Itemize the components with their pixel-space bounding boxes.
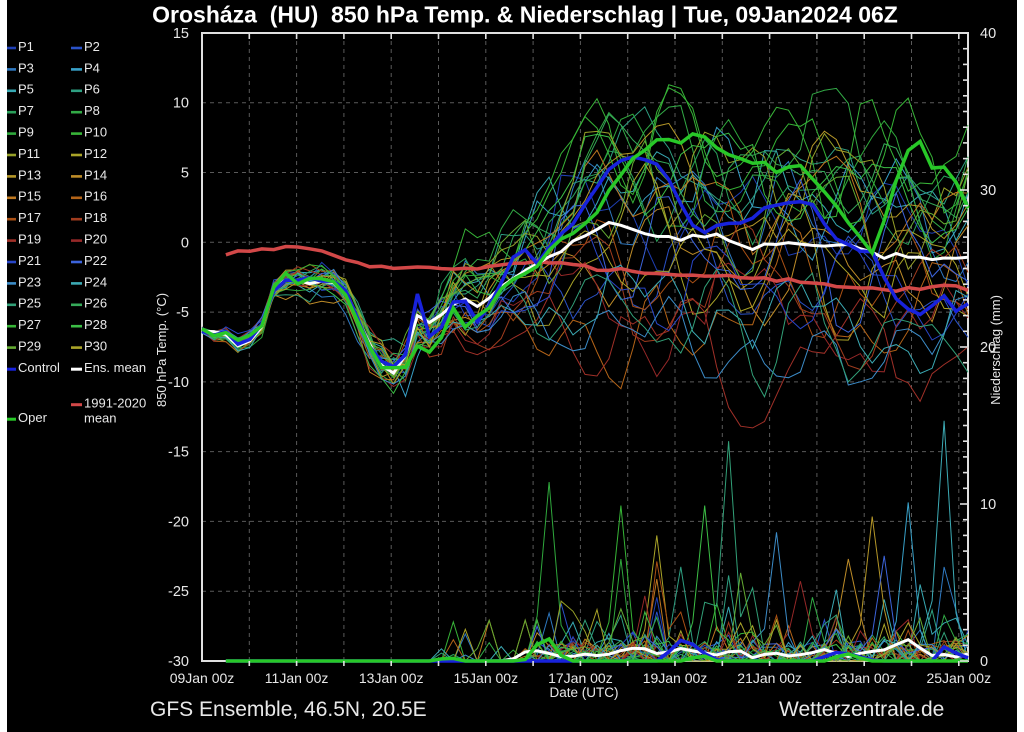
svg-text:23Jan 00z: 23Jan 00z	[832, 670, 897, 686]
svg-text:P6: P6	[84, 82, 100, 97]
svg-text:P18: P18	[84, 210, 107, 225]
svg-text:Wetterzentrale.de: Wetterzentrale.de	[779, 698, 944, 721]
svg-text:P4: P4	[84, 60, 100, 75]
svg-text:P14: P14	[84, 167, 107, 182]
svg-text:19Jan 00z: 19Jan 00z	[643, 670, 708, 686]
svg-text:P3: P3	[18, 60, 34, 75]
svg-text:Date (UTC): Date (UTC)	[549, 685, 618, 700]
svg-text:P15: P15	[18, 189, 41, 204]
svg-text:Ens. mean: Ens. mean	[84, 360, 146, 375]
svg-text:P13: P13	[18, 167, 41, 182]
svg-text:P17: P17	[18, 210, 41, 225]
svg-text:-10: -10	[168, 375, 189, 391]
svg-text:850 hPa Temp. (°C): 850 hPa Temp. (°C)	[154, 293, 169, 407]
svg-text:15Jan 00z: 15Jan 00z	[453, 670, 518, 686]
svg-text:P8: P8	[84, 103, 100, 118]
svg-text:-25: -25	[168, 584, 189, 600]
svg-text:15: 15	[173, 26, 189, 42]
svg-text:17Jan 00z: 17Jan 00z	[548, 670, 613, 686]
svg-text:P26: P26	[84, 296, 107, 311]
svg-text:10: 10	[173, 96, 189, 112]
svg-text:P24: P24	[84, 274, 107, 289]
svg-text:Oper: Oper	[18, 410, 48, 425]
svg-text:Control: Control	[18, 360, 60, 375]
svg-text:21Jan 00z: 21Jan 00z	[737, 670, 802, 686]
svg-text:P9: P9	[18, 125, 34, 140]
svg-text:P5: P5	[18, 82, 34, 97]
svg-text:P28: P28	[84, 317, 107, 332]
svg-text:P27: P27	[18, 317, 41, 332]
svg-text:P16: P16	[84, 189, 107, 204]
svg-text:P29: P29	[18, 339, 41, 354]
svg-text:P2: P2	[84, 39, 100, 54]
svg-text:0: 0	[181, 235, 189, 251]
svg-text:1991-2020: 1991-2020	[84, 395, 146, 410]
svg-text:10: 10	[980, 497, 996, 513]
svg-text:-20: -20	[168, 514, 189, 530]
svg-text:0: 0	[980, 654, 988, 670]
svg-text:P10: P10	[84, 125, 107, 140]
svg-text:Niederschlag (mm): Niederschlag (mm)	[988, 295, 1003, 405]
svg-text:-5: -5	[176, 305, 189, 321]
svg-text:-15: -15	[168, 445, 189, 461]
svg-text:P1: P1	[18, 39, 34, 54]
svg-text:P11: P11	[18, 146, 40, 161]
svg-text:5: 5	[181, 166, 189, 182]
svg-text:P20: P20	[84, 232, 107, 247]
svg-text:P25: P25	[18, 296, 41, 311]
svg-text:-30: -30	[168, 654, 189, 670]
svg-text:mean: mean	[84, 410, 117, 425]
svg-text:Orosháza (HU) 850 hPa Temp.: Orosháza (HU) 850 hPa Temp. & Niederschl…	[152, 2, 898, 28]
svg-text:25Jan 00z: 25Jan 00z	[926, 670, 991, 686]
svg-text:11Jan 00z: 11Jan 00z	[265, 670, 329, 686]
svg-text:P7: P7	[18, 103, 34, 118]
svg-text:P21: P21	[18, 253, 41, 268]
svg-text:P23: P23	[18, 274, 41, 289]
svg-text:20: 20	[980, 340, 996, 356]
svg-text:40: 40	[980, 26, 996, 42]
svg-text:13Jan 00z: 13Jan 00z	[359, 670, 424, 686]
svg-text:P12: P12	[84, 146, 107, 161]
svg-text:P22: P22	[84, 253, 107, 268]
svg-text:30: 30	[980, 183, 996, 199]
svg-text:GFS Ensemble, 46.5N, 20.5E: GFS Ensemble, 46.5N, 20.5E	[150, 698, 427, 721]
svg-text:P30: P30	[84, 339, 107, 354]
svg-text:09Jan 00z: 09Jan 00z	[170, 670, 235, 686]
svg-text:P19: P19	[18, 232, 41, 247]
